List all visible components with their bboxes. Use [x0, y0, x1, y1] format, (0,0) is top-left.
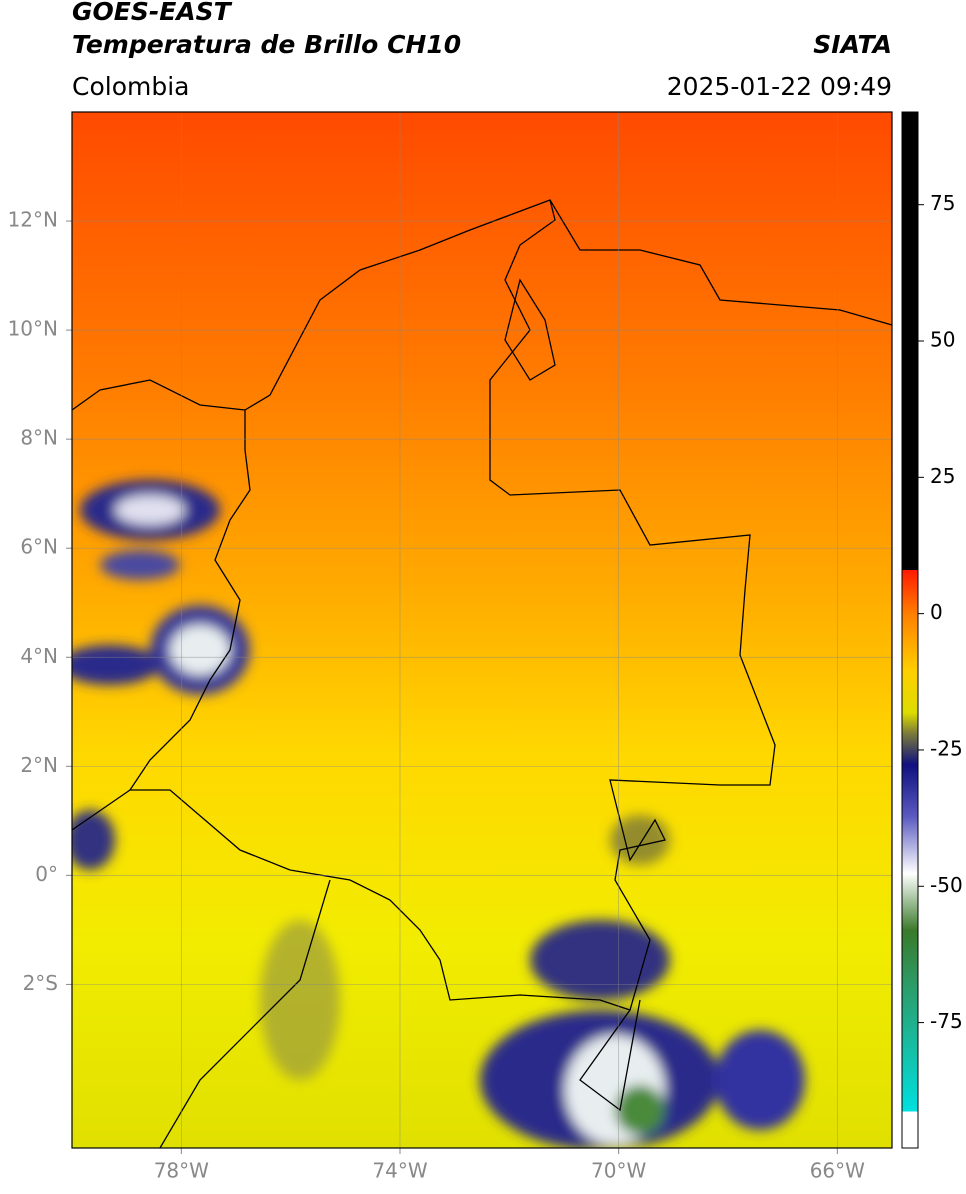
- colorbar-tick-label: 25: [930, 464, 955, 488]
- lat-tick-label: 2°S: [23, 971, 58, 995]
- lon-tick-label: 74°W: [372, 1159, 427, 1183]
- colorbar: [901, 111, 919, 1149]
- lat-tick-label: 6°N: [20, 535, 58, 559]
- lon-tick-label: 70°W: [591, 1159, 646, 1183]
- timestamp: 2025-01-22 09:49: [667, 72, 892, 101]
- colorbar-tick-label: 75: [930, 191, 955, 215]
- subtitle: Temperatura de Brillo CH10: [72, 30, 461, 59]
- lat-tick-label: 12°N: [8, 208, 58, 232]
- borders: [72, 199, 892, 1148]
- colorbar-tick-label: -75: [930, 1009, 963, 1033]
- lon-tick-label: 66°W: [810, 1159, 865, 1183]
- lat-tick-label: 8°N: [20, 426, 58, 450]
- lat-tick-label: 10°N: [8, 317, 58, 341]
- graticule: [66, 112, 892, 1154]
- lon-tick-label: 78°W: [154, 1159, 209, 1183]
- source: SIATA: [813, 30, 892, 59]
- map-image: [72, 112, 892, 1148]
- lat-tick-label: 0°: [35, 862, 58, 886]
- colorbar-tick-label: -25: [930, 736, 963, 760]
- map-frame: [71, 111, 893, 1149]
- colorbar-tick-label: 50: [930, 328, 955, 352]
- lat-tick-label: 2°N: [20, 753, 58, 777]
- clouds: [72, 480, 805, 1148]
- lat-tick-label: 4°N: [20, 644, 58, 668]
- title: GOES-EAST: [72, 0, 233, 26]
- colorbar-tick-label: 0: [930, 600, 943, 624]
- colorbar-tick-label: -50: [930, 873, 963, 897]
- region: Colombia: [72, 72, 189, 101]
